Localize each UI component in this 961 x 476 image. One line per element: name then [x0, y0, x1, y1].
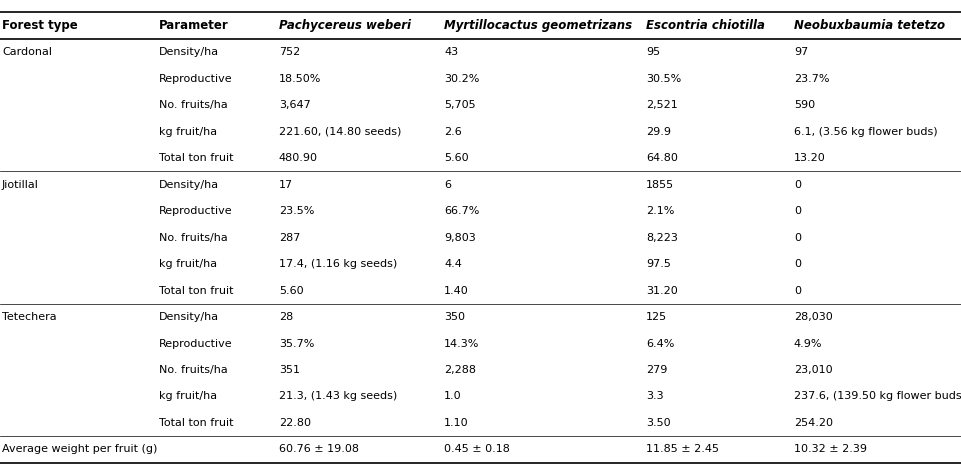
Text: 6.4%: 6.4% — [646, 338, 675, 348]
Text: 590: 590 — [794, 100, 815, 110]
Text: 351: 351 — [279, 365, 300, 375]
Text: No. fruits/ha: No. fruits/ha — [159, 233, 228, 243]
Text: Total ton fruit: Total ton fruit — [159, 418, 234, 428]
Text: 1855: 1855 — [646, 179, 674, 189]
Text: 5,705: 5,705 — [444, 100, 476, 110]
Text: 97: 97 — [794, 47, 808, 57]
Text: 30.2%: 30.2% — [444, 74, 480, 84]
Text: 0: 0 — [794, 179, 801, 189]
Text: 30.5%: 30.5% — [646, 74, 681, 84]
Text: Pachycereus weberi: Pachycereus weberi — [279, 19, 410, 32]
Text: 752: 752 — [279, 47, 300, 57]
Text: 6.1, (3.56 kg flower buds): 6.1, (3.56 kg flower buds) — [794, 127, 937, 137]
Text: 1.0: 1.0 — [444, 391, 461, 401]
Text: Average weight per fruit (g): Average weight per fruit (g) — [2, 445, 158, 455]
Text: 13.20: 13.20 — [794, 153, 825, 163]
Text: 97.5: 97.5 — [646, 259, 671, 269]
Text: 1.10: 1.10 — [444, 418, 469, 428]
Text: 0: 0 — [794, 233, 801, 243]
Text: 29.9: 29.9 — [646, 127, 671, 137]
Text: 18.50%: 18.50% — [279, 74, 321, 84]
Text: Reproductive: Reproductive — [159, 206, 233, 216]
Text: 21.3, (1.43 kg seeds): 21.3, (1.43 kg seeds) — [279, 391, 397, 401]
Text: 3.3: 3.3 — [646, 391, 663, 401]
Text: Escontria chiotilla: Escontria chiotilla — [646, 19, 765, 32]
Text: 254.20: 254.20 — [794, 418, 833, 428]
Text: 9,803: 9,803 — [444, 233, 476, 243]
Text: Density/ha: Density/ha — [159, 312, 219, 322]
Text: 237.6, (139.50 kg flower buds): 237.6, (139.50 kg flower buds) — [794, 391, 961, 401]
Text: 2,521: 2,521 — [646, 100, 678, 110]
Text: kg fruit/ha: kg fruit/ha — [159, 391, 216, 401]
Text: 4.4: 4.4 — [444, 259, 462, 269]
Text: 23,010: 23,010 — [794, 365, 832, 375]
Text: kg fruit/ha: kg fruit/ha — [159, 259, 216, 269]
Text: 43: 43 — [444, 47, 458, 57]
Text: 22.80: 22.80 — [279, 418, 310, 428]
Text: 3,647: 3,647 — [279, 100, 310, 110]
Text: Total ton fruit: Total ton fruit — [159, 153, 234, 163]
Text: Density/ha: Density/ha — [159, 47, 219, 57]
Text: 0: 0 — [794, 259, 801, 269]
Text: 2.6: 2.6 — [444, 127, 461, 137]
Text: 1.40: 1.40 — [444, 286, 469, 296]
Text: Cardonal: Cardonal — [2, 47, 52, 57]
Text: Neobuxbaumia tetetzo: Neobuxbaumia tetetzo — [794, 19, 945, 32]
Text: 287: 287 — [279, 233, 300, 243]
Text: Total ton fruit: Total ton fruit — [159, 286, 234, 296]
Text: 10.32 ± 2.39: 10.32 ± 2.39 — [794, 445, 867, 455]
Text: Reproductive: Reproductive — [159, 74, 233, 84]
Text: Density/ha: Density/ha — [159, 179, 219, 189]
Text: 28,030: 28,030 — [794, 312, 832, 322]
Text: 3.50: 3.50 — [646, 418, 671, 428]
Text: 5.60: 5.60 — [279, 286, 304, 296]
Text: Tetechera: Tetechera — [2, 312, 57, 322]
Text: 17: 17 — [279, 179, 293, 189]
Text: 23.5%: 23.5% — [279, 206, 314, 216]
Text: Forest type: Forest type — [2, 19, 78, 32]
Text: kg fruit/ha: kg fruit/ha — [159, 127, 216, 137]
Text: 2,288: 2,288 — [444, 365, 476, 375]
Text: Myrtillocactus geometrizans: Myrtillocactus geometrizans — [444, 19, 632, 32]
Text: 125: 125 — [646, 312, 667, 322]
Text: 5.60: 5.60 — [444, 153, 469, 163]
Text: No. fruits/ha: No. fruits/ha — [159, 100, 228, 110]
Text: 35.7%: 35.7% — [279, 338, 314, 348]
Text: 350: 350 — [444, 312, 465, 322]
Text: 60.76 ± 19.08: 60.76 ± 19.08 — [279, 445, 358, 455]
Text: Parameter: Parameter — [159, 19, 229, 32]
Text: No. fruits/ha: No. fruits/ha — [159, 365, 228, 375]
Text: 0: 0 — [794, 286, 801, 296]
Text: 23.7%: 23.7% — [794, 74, 829, 84]
Text: 31.20: 31.20 — [646, 286, 678, 296]
Text: 221.60, (14.80 seeds): 221.60, (14.80 seeds) — [279, 127, 401, 137]
Text: 64.80: 64.80 — [646, 153, 678, 163]
Text: 14.3%: 14.3% — [444, 338, 480, 348]
Text: 279: 279 — [646, 365, 667, 375]
Text: 8,223: 8,223 — [646, 233, 678, 243]
Text: 66.7%: 66.7% — [444, 206, 480, 216]
Text: 17.4, (1.16 kg seeds): 17.4, (1.16 kg seeds) — [279, 259, 397, 269]
Text: 6: 6 — [444, 179, 451, 189]
Text: Jiotillal: Jiotillal — [2, 179, 38, 189]
Text: 2.1%: 2.1% — [646, 206, 675, 216]
Text: 0: 0 — [794, 206, 801, 216]
Text: 11.85 ± 2.45: 11.85 ± 2.45 — [646, 445, 719, 455]
Text: 95: 95 — [646, 47, 660, 57]
Text: 0.45 ± 0.18: 0.45 ± 0.18 — [444, 445, 510, 455]
Text: 480.90: 480.90 — [279, 153, 318, 163]
Text: 28: 28 — [279, 312, 293, 322]
Text: Reproductive: Reproductive — [159, 338, 233, 348]
Text: 4.9%: 4.9% — [794, 338, 823, 348]
